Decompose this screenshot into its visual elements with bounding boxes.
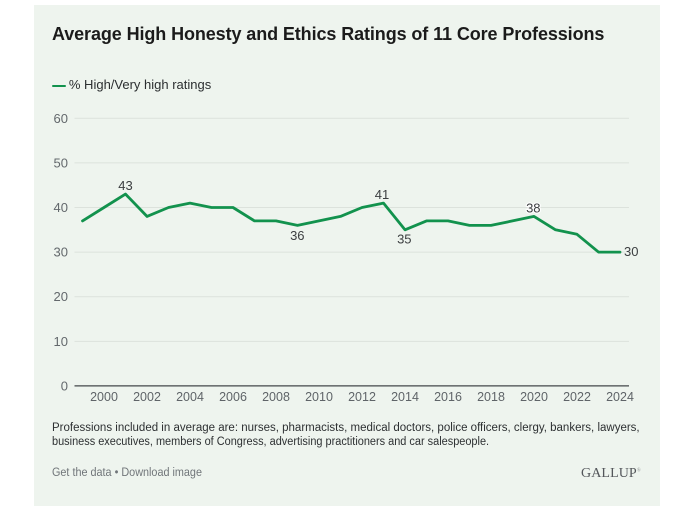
svg-text:20: 20	[54, 289, 68, 304]
svg-text:2000: 2000	[90, 390, 118, 404]
svg-text:2008: 2008	[262, 390, 290, 404]
svg-text:2022: 2022	[563, 390, 591, 404]
svg-text:2002: 2002	[133, 390, 161, 404]
svg-text:30: 30	[54, 245, 68, 260]
svg-text:36: 36	[290, 228, 304, 243]
svg-text:2024: 2024	[606, 390, 634, 404]
svg-text:10: 10	[54, 334, 68, 349]
svg-text:2006: 2006	[219, 390, 247, 404]
svg-text:30: 30	[624, 244, 638, 259]
svg-text:2004: 2004	[176, 390, 204, 404]
svg-text:2014: 2014	[391, 390, 419, 404]
svg-text:38: 38	[526, 200, 540, 215]
svg-text:35: 35	[397, 232, 411, 247]
svg-text:2018: 2018	[477, 390, 505, 404]
svg-text:43: 43	[118, 178, 132, 193]
svg-text:50: 50	[54, 155, 68, 170]
svg-text:41: 41	[375, 187, 389, 202]
svg-text:0: 0	[61, 379, 68, 394]
svg-text:60: 60	[54, 111, 68, 126]
svg-text:2020: 2020	[520, 390, 548, 404]
svg-text:40: 40	[54, 200, 68, 215]
svg-text:2012: 2012	[348, 390, 376, 404]
svg-text:2016: 2016	[434, 390, 462, 404]
svg-text:2010: 2010	[305, 390, 333, 404]
